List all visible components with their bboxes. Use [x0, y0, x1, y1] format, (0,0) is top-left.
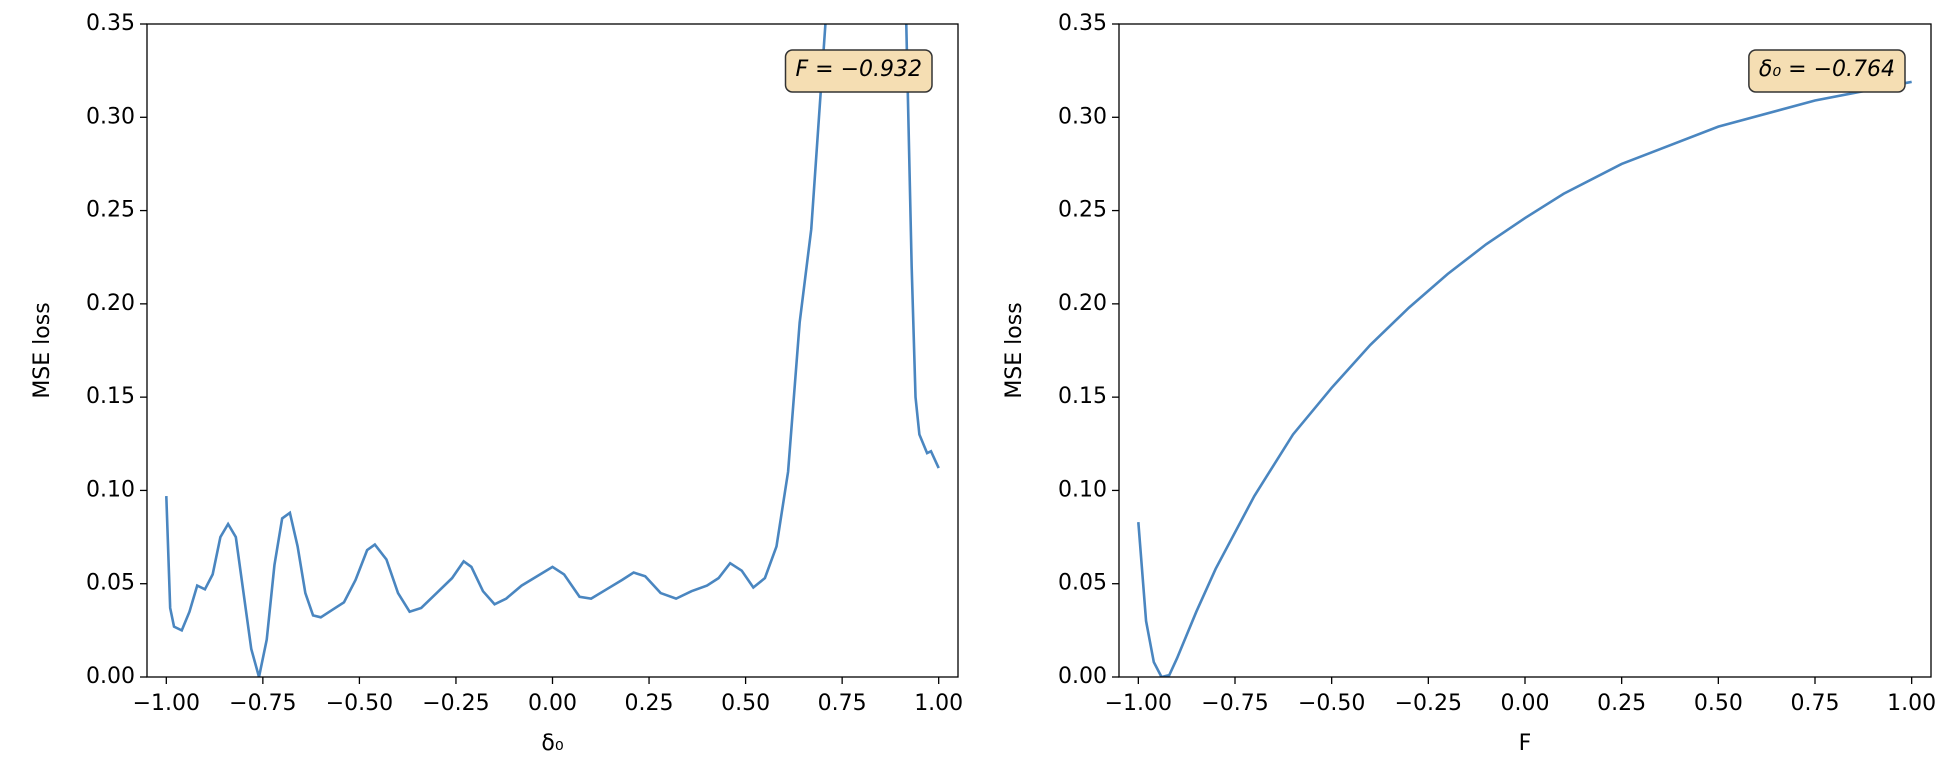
- x-tick-label: −0.25: [1395, 691, 1462, 716]
- x-tick-label: −0.75: [229, 691, 296, 716]
- loss-curve: [165, 24, 940, 677]
- x-tick-label: 0.25: [625, 691, 674, 716]
- x-tick-label: −0.50: [326, 691, 393, 716]
- y-tick-label: 0.00: [1058, 664, 1107, 689]
- y-tick-label: 0.30: [1058, 104, 1107, 129]
- y-tick-label: 0.25: [86, 198, 135, 223]
- y-tick-label: 0.20: [1058, 291, 1107, 316]
- annotation-box: [784, 49, 933, 93]
- annotation: F = −0.932: [796, 57, 923, 82]
- y-tick-label: 0.30: [86, 104, 135, 129]
- annotation-box: [1748, 49, 1906, 93]
- axes-frame: [146, 23, 959, 678]
- x-tick-label: 0.00: [1501, 691, 1550, 716]
- x-tick-label: −0.50: [1298, 691, 1365, 716]
- y-tick-label: 0.15: [1058, 384, 1107, 409]
- y-tick-label: 0.10: [1058, 477, 1107, 502]
- y-tick-label: 0.10: [86, 477, 135, 502]
- y-tick-label: 0.35: [1058, 11, 1107, 36]
- loss-curve: [1137, 80, 1912, 677]
- y-tick-label: 0.15: [86, 384, 135, 409]
- y-axis-label: MSE loss: [30, 302, 55, 398]
- y-tick-label: 0.05: [1058, 571, 1107, 596]
- x-tick-label: −0.25: [422, 691, 489, 716]
- axes-frame: [1118, 23, 1932, 678]
- x-tick-label: 0.25: [1597, 691, 1646, 716]
- x-tick-label: −1.00: [133, 691, 200, 716]
- x-tick-label: 0.75: [818, 691, 867, 716]
- x-tick-label: −1.00: [1105, 691, 1172, 716]
- x-tick-label: −0.75: [1201, 691, 1268, 716]
- x-axis-label: F: [1519, 731, 1532, 756]
- x-tick-label: 0.75: [1791, 691, 1840, 716]
- y-tick-label: 0.35: [86, 11, 135, 36]
- y-tick-label: 0.05: [86, 571, 135, 596]
- x-tick-label: 1.00: [914, 691, 963, 716]
- x-tick-label: 0.50: [721, 691, 770, 716]
- annotation: δ₀ = −0.764: [1759, 57, 1895, 82]
- x-axis-label: δ₀: [541, 731, 563, 756]
- y-axis-label: MSE loss: [1002, 302, 1027, 398]
- x-tick-label: 0.00: [528, 691, 577, 716]
- x-tick-label: 0.50: [1694, 691, 1743, 716]
- y-tick-label: 0.20: [86, 291, 135, 316]
- x-tick-label: 1.00: [1887, 691, 1936, 716]
- y-tick-label: 0.00: [86, 664, 135, 689]
- y-tick-label: 0.25: [1058, 198, 1107, 223]
